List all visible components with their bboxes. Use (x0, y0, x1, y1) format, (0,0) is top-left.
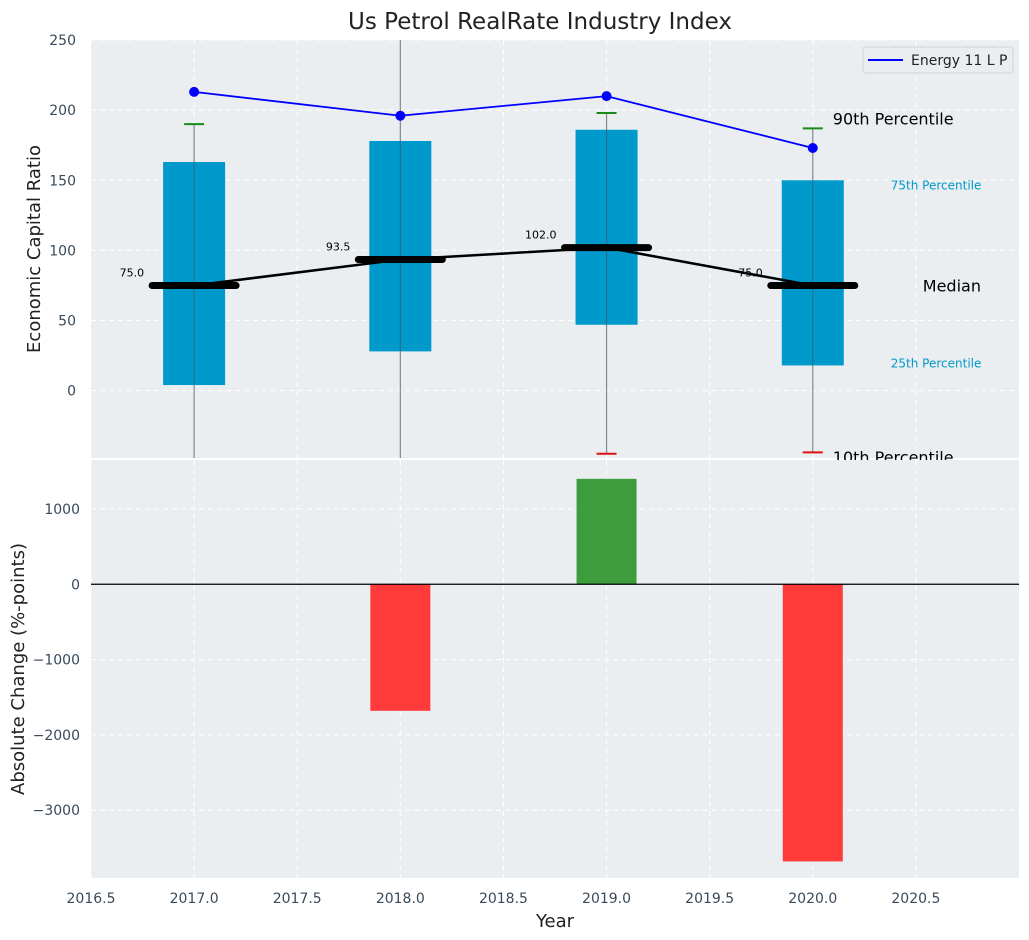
annotation-90th-percentile: 90th Percentile (833, 109, 954, 128)
top-y-tick-label: 0 (67, 384, 76, 400)
top-y-tick-label: 50 (58, 314, 76, 330)
bottom-y-axis-label: Absolute Change (%-points) (8, 543, 29, 795)
legend: Energy 11 L P (862, 46, 1014, 74)
bottom-y-tick-labels: −3000 −2000 −1000 0 1000 (33, 502, 80, 819)
series-line-energy-11 (194, 91, 813, 149)
change-bar-positive (576, 478, 637, 585)
x-tick-label: 2018.5 (479, 891, 528, 907)
bottom-y-tick-label: −1000 (33, 653, 80, 669)
series-point-energy-11 (601, 91, 612, 102)
bottom-y-tick-label: −2000 (33, 728, 80, 744)
bottom-marks (91, 478, 1019, 862)
x-tick-label: 2016.5 (67, 891, 116, 907)
x-tick-label: 2019.0 (582, 891, 631, 907)
top-y-tick-labels: 0 50 100 150 200 250 (49, 33, 76, 400)
x-tick-label: 2017.0 (170, 891, 219, 907)
chart-title: Us Petrol RealRate Industry Index (348, 9, 732, 35)
x-tick-label: 2019.5 (685, 891, 734, 907)
x-tick-label: 2017.5 (273, 891, 322, 907)
top-y-tick-label: 100 (49, 243, 76, 259)
top-y-tick-label: 200 (49, 103, 76, 119)
change-bar-negative (782, 584, 843, 862)
legend-box (862, 46, 1014, 74)
top-y-axis-label: Economic Capital Ratio (24, 145, 45, 353)
bottom-x-tick-labels: 2016.5 2017.0 2017.5 2018.0 2018.5 2019.0 2019… (67, 891, 941, 907)
legend-label: Energy 11 L P (911, 53, 1007, 69)
series-point-energy-11 (189, 86, 200, 97)
x-tick-label: 2018.0 (376, 891, 425, 907)
change-bar-negative (370, 584, 431, 711)
x-axis-label: Year (535, 911, 575, 932)
median-value-label: 75.0 (120, 266, 145, 279)
bottom-y-tick-label: 1000 (44, 502, 80, 518)
median-trend-line (193, 246, 814, 287)
annotation-25th-percentile: 25th Percentile (891, 356, 982, 370)
top-y-tick-label: 150 (49, 173, 76, 189)
median-value-label: 93.5 (326, 241, 351, 254)
median-value-label: 102.0 (525, 229, 557, 242)
bottom-y-tick-label: −3000 (33, 803, 80, 819)
bottom-plot-area (91, 460, 1019, 878)
x-tick-label: 2020.0 (788, 891, 837, 907)
series-point-energy-11 (807, 143, 818, 154)
annotation-median: Median (923, 276, 981, 295)
bottom-y-tick-label: 0 (71, 577, 80, 593)
series-point-energy-11 (395, 110, 406, 121)
x-tick-label: 2020.5 (891, 891, 940, 907)
annotation-75th-percentile: 75th Percentile (891, 178, 982, 192)
top-plot-area (91, 40, 1019, 458)
top-y-tick-label: 250 (49, 33, 76, 49)
